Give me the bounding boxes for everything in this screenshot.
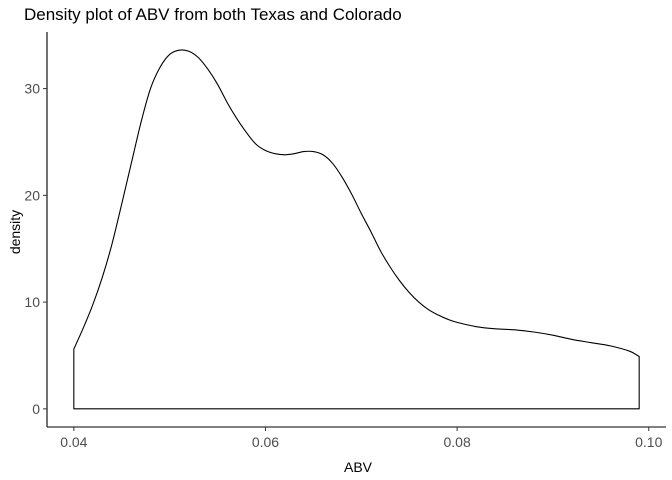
plot-marks [73,49,640,410]
x-tick-label: 0.06 [252,434,279,450]
x-axis-label: ABV [344,459,373,475]
y-tick-label: 20 [24,187,40,203]
x-tick-label: 0.10 [635,434,662,450]
density-curve [73,49,640,410]
x-tick-label: 0.04 [60,434,87,450]
axes: 0.04 0.06 0.08 0.10 0 10 20 30 [24,32,666,450]
chart-title: Density plot of ABV from both Texas and … [24,5,402,24]
y-tick-label: 30 [24,81,40,97]
y-tick-label: 10 [24,294,40,310]
x-tick-label: 0.08 [443,434,470,450]
y-tick-label: 0 [32,401,40,417]
y-axis-label: density [7,210,23,254]
